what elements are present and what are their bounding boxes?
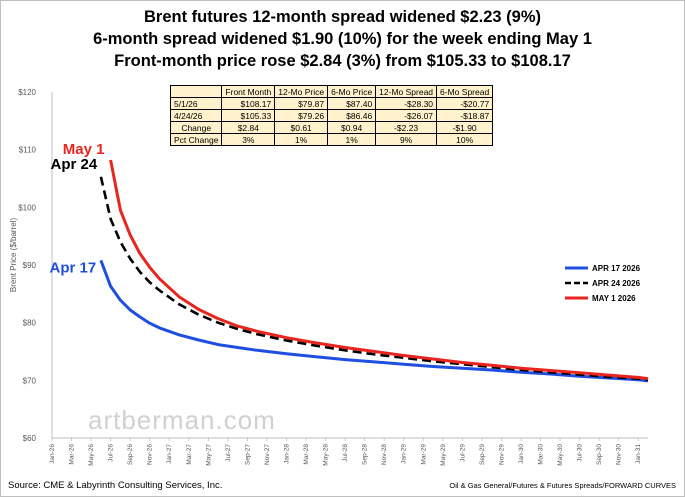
y-tick-label: $110 — [19, 146, 37, 155]
legend-entry: APR 24 2026 — [592, 279, 641, 288]
x-tick-label: Jan-29 — [401, 444, 408, 464]
table-row: 5/1/26 $108.17 $79.87 $87.40 -$28.30 -$2… — [169, 97, 494, 110]
x-tick-label: Jan-27 — [166, 444, 173, 464]
y-tick-label: $120 — [18, 88, 36, 97]
table-cell: 9% — [375, 133, 438, 146]
table-row-label: Pct Change — [169, 133, 223, 146]
x-tick-label: Jul-29 — [459, 444, 466, 462]
x-tick-label: Nov-29 — [498, 444, 505, 465]
x-tick-label: Jul-28 — [342, 444, 349, 462]
table-cell: $0.94 — [327, 121, 377, 134]
table-cell: -$1.90 — [436, 121, 494, 134]
table-cell: $86.46 — [327, 109, 377, 122]
series-lines — [99, 159, 649, 383]
x-tick-label: May-28 — [323, 444, 330, 466]
x-tick-label: Mar-30 — [538, 444, 545, 465]
x-tick-label: Sep-29 — [479, 444, 486, 465]
table-cell: 1% — [274, 133, 329, 146]
series-line-apr-24-2026 — [99, 176, 649, 382]
table-header-cell: 12-Mo Price — [274, 85, 329, 98]
x-tick-label: Sep-30 — [596, 444, 603, 465]
x-tick-label: Nov-30 — [616, 444, 623, 465]
curve-label-apr-17: Apr 17 — [50, 259, 97, 276]
table-cell: 3% — [221, 133, 276, 146]
x-tick-label: May-29 — [440, 444, 447, 466]
x-tick-label: Jan-30 — [518, 444, 525, 464]
table-header-cell: 6-Mo Spread — [436, 85, 494, 98]
table-cell: $108.17 — [221, 97, 276, 110]
y-tick-label: $80 — [23, 319, 37, 328]
table-cell: -$26.07 — [375, 109, 438, 122]
x-tick-label: Jul-26 — [108, 444, 115, 462]
y-axis: $60 $70 $80 $90 $100 $110 $120 Brent Price ($/b… — [9, 88, 53, 443]
x-tick-label: May-27 — [205, 444, 212, 466]
table-cell: $79.87 — [274, 97, 329, 110]
table-cell: -$2.23 — [375, 121, 438, 134]
table-cell: $105.33 — [221, 109, 276, 122]
y-axis-title: Brent Price ($/barrel) — [9, 218, 18, 293]
table-cell: -$20.77 — [436, 97, 494, 110]
table-cell: $87.40 — [327, 97, 377, 110]
x-tick-label: Mar-29 — [420, 444, 427, 465]
table-header-cell: 12-Mo Spread — [375, 85, 438, 98]
chart-title-line-2: 6-month spread widened $1.90 (10%) for t… — [93, 30, 592, 48]
x-axis: Jan-26 Mar-26 May-26 Jul-26 Sep-26 Nov-26 Jan-… — [49, 437, 648, 466]
table-cell: $79.26 — [274, 109, 329, 122]
y-tick-label: $100 — [18, 203, 36, 212]
table-cell: -$28.30 — [375, 97, 438, 110]
summary-table: Front Month 12-Mo Price 6-Mo Price 12-Mo… — [169, 85, 494, 146]
table-cell: -$18.87 — [436, 109, 494, 122]
table-row: Change $2.84 $0.61 $0.94 -$2.23 -$1.90 — [169, 121, 494, 134]
x-tick-label: Jan-31 — [635, 444, 642, 464]
x-tick-label: Mar-28 — [303, 444, 310, 465]
x-tick-label: Sep-26 — [127, 444, 134, 465]
table-cell: $2.84 — [221, 121, 276, 134]
x-tick-label: Jan-28 — [283, 444, 290, 464]
x-tick-label: Mar-27 — [186, 444, 193, 465]
table-header-row: Front Month 12-Mo Price 6-Mo Price 12-Mo… — [169, 85, 494, 98]
y-tick-label: $60 — [23, 434, 37, 443]
table-row-label: 4/24/26 — [169, 109, 223, 122]
x-tick-label: Jan-26 — [49, 444, 56, 464]
table-row-label: Change — [169, 121, 223, 134]
table-cell: $0.61 — [274, 121, 329, 134]
x-tick-label: Jul-27 — [225, 444, 232, 462]
series-line-apr-17-2026 — [99, 259, 649, 383]
table-header-cell — [169, 85, 223, 98]
x-tick-label: May-30 — [557, 444, 564, 466]
series-line-may-1-2026 — [109, 159, 649, 381]
chart-title-line-3: Front-month price rose $2.84 (3%) from $… — [114, 52, 571, 70]
x-tick-label: Sep-27 — [244, 444, 251, 465]
x-tick-label: Mar-26 — [69, 444, 76, 465]
chart-title-line-1: Brent futures 12-month spread widened $2… — [143, 8, 541, 26]
legend-entry: MAY 1 2026 — [592, 294, 636, 303]
x-tick-label: Nov-27 — [264, 444, 271, 465]
y-tick-label: $70 — [23, 376, 37, 385]
table-row: 4/24/26 $105.33 $79.26 $86.46 -$26.07 -$… — [169, 109, 494, 122]
table-header-cell: 6-Mo Price — [327, 85, 377, 98]
y-tick-label: $90 — [23, 261, 37, 270]
legend-entry: APR 17 2026 — [592, 264, 641, 273]
source-note: Source: CME & Labyrinth Consulting Servi… — [8, 480, 223, 491]
legend: APR 17 2026 APR 24 2026 MAY 1 2026 — [565, 264, 641, 303]
x-tick-label: May-26 — [88, 444, 95, 466]
x-tick-label: Jul-30 — [577, 444, 584, 462]
curve-label-may-1: May 1 — [63, 141, 105, 158]
x-tick-label: Nov-26 — [147, 444, 154, 465]
table-row-label: 5/1/26 — [169, 97, 223, 110]
watermark: artberman.com — [88, 405, 276, 435]
table-cell: 10% — [436, 133, 494, 146]
x-tick-label: Sep-28 — [362, 444, 369, 465]
table-cell: 1% — [327, 133, 377, 146]
x-tick-label: Nov-28 — [381, 444, 388, 465]
file-path-note: Oil & Gas General/Futures & Futures Spre… — [449, 481, 676, 490]
curve-label-apr-24: Apr 24 — [51, 156, 98, 173]
table-row: Pct Change 3% 1% 1% 9% 10% — [169, 133, 494, 146]
table-header-cell: Front Month — [221, 85, 276, 98]
